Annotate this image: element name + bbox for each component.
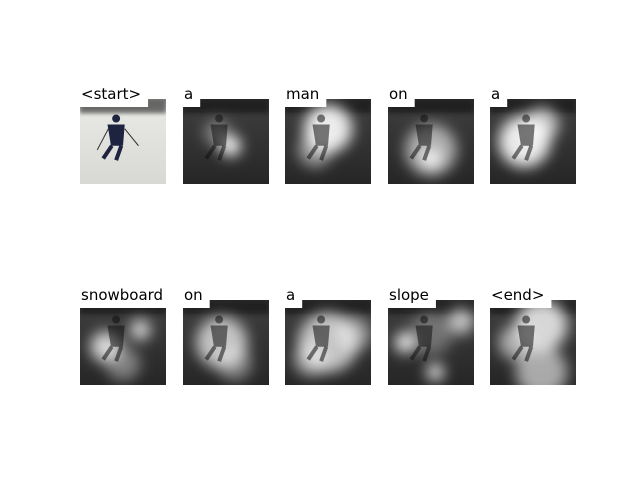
tile-image xyxy=(285,99,371,184)
tile-image xyxy=(80,99,166,184)
attention-blob xyxy=(448,308,474,335)
skier-body xyxy=(517,325,535,347)
skier-legs xyxy=(101,345,124,362)
skier-body xyxy=(415,325,433,347)
attention-tile: on xyxy=(388,83,474,184)
trees xyxy=(285,300,371,314)
attention-blob xyxy=(129,319,151,341)
label-background xyxy=(490,83,508,107)
skier-head xyxy=(317,114,326,123)
label-background xyxy=(388,284,436,308)
word-label: on xyxy=(184,286,203,304)
skier-head xyxy=(420,114,429,123)
skier-body xyxy=(107,124,125,146)
attention-blob xyxy=(426,363,444,381)
attention-blob xyxy=(293,342,328,377)
skier-legs xyxy=(511,345,534,362)
skier-body xyxy=(312,124,330,146)
word-label: a xyxy=(286,286,295,304)
skier-head xyxy=(317,315,326,324)
skier-body xyxy=(517,124,535,146)
ski-poles xyxy=(96,128,139,151)
skier-legs xyxy=(204,345,227,362)
skier-head xyxy=(112,315,121,324)
label-background xyxy=(285,83,327,107)
tile-image xyxy=(183,99,269,184)
skier-body xyxy=(415,124,433,146)
tile-image xyxy=(490,300,576,385)
word-label: on xyxy=(389,85,408,103)
skier-head xyxy=(215,114,224,123)
word-label: <start> xyxy=(81,85,141,103)
skier-head xyxy=(420,315,429,324)
attention-tile: a xyxy=(285,284,371,385)
label-background xyxy=(80,284,171,308)
attention-blob xyxy=(217,346,252,381)
skier-legs xyxy=(511,144,534,161)
tile-image xyxy=(183,300,269,385)
attention-tile: a xyxy=(183,83,269,184)
skier-head xyxy=(522,315,531,324)
tile-image xyxy=(490,99,576,184)
skier-legs xyxy=(409,144,432,161)
word-label: a xyxy=(491,85,500,103)
attention-tile: <start> xyxy=(80,83,166,184)
label-background xyxy=(80,83,149,107)
skier-body xyxy=(210,325,228,347)
word-label: man xyxy=(286,85,319,103)
skier-legs xyxy=(409,345,432,362)
word-label: slope xyxy=(389,286,429,304)
tile-image xyxy=(285,300,371,385)
skier-head xyxy=(522,114,531,123)
attention-tile: <end> xyxy=(490,284,576,385)
tile-image xyxy=(388,99,474,184)
attention-blob xyxy=(336,316,371,352)
attention-tile: a xyxy=(490,83,576,184)
skier-legs xyxy=(306,144,329,161)
skier-legs xyxy=(204,144,227,161)
skier-legs xyxy=(306,345,329,362)
label-background xyxy=(388,83,415,107)
trees xyxy=(183,99,269,113)
skier-head xyxy=(112,114,121,123)
skier-body xyxy=(210,124,228,146)
attention-tile: on xyxy=(183,284,269,385)
attention-blob xyxy=(105,346,141,381)
attention-blob xyxy=(515,346,568,385)
tile-image xyxy=(80,300,166,385)
skier-legs xyxy=(101,144,124,161)
word-label: a xyxy=(184,85,193,103)
label-background xyxy=(183,284,210,308)
skier-head xyxy=(215,315,224,324)
attention-tile: man xyxy=(285,83,371,184)
label-background xyxy=(490,284,552,308)
label-background xyxy=(183,83,201,107)
label-background xyxy=(285,284,303,308)
tile-image xyxy=(388,300,474,385)
attention-tile: snowboard xyxy=(80,284,171,385)
skier-body xyxy=(107,325,125,347)
trees xyxy=(490,99,576,113)
word-label: <end> xyxy=(491,286,544,304)
skier-body xyxy=(312,325,330,347)
word-label: snowboard xyxy=(81,286,163,304)
attention-tile: slope xyxy=(388,284,474,385)
